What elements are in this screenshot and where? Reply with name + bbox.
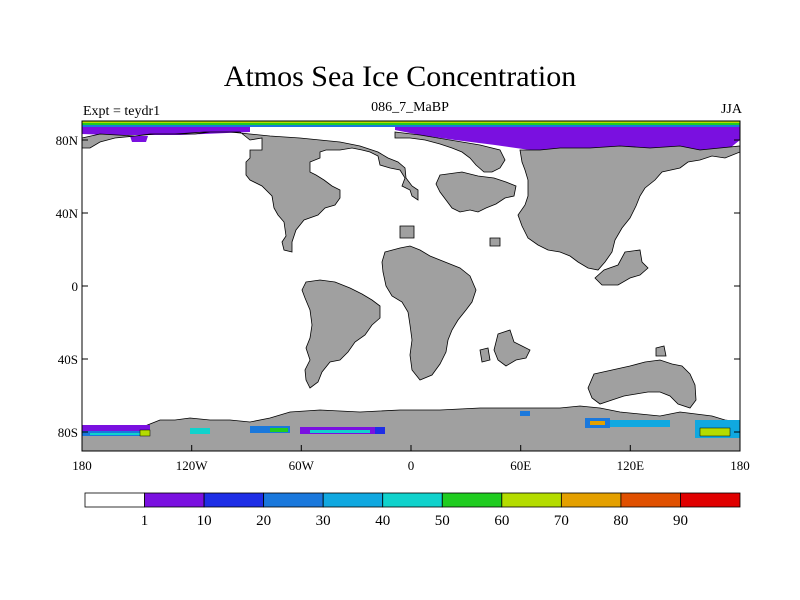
x-tick-label: 180 (730, 458, 750, 473)
colorbar-label: 50 (435, 513, 450, 529)
colorbar-swatch (620, 492, 681, 508)
europe-islands (435, 171, 517, 213)
colorbar-label: 30 (316, 513, 331, 529)
colorbar-swatch (203, 492, 265, 508)
map-panel (81, 120, 741, 452)
colorbar-swatch (84, 492, 145, 508)
antarctic-sea-ice (82, 411, 740, 438)
small-island-1 (489, 237, 501, 247)
colorbar-label: 60 (494, 513, 509, 529)
x-tick-marks (81, 445, 741, 451)
colorbar-label: 1 (141, 513, 149, 529)
map-title: Atmos Sea Ice Concentration (223, 60, 577, 93)
x-tick-label: 60W (289, 458, 315, 473)
x-tick-label: 120E (617, 458, 645, 473)
x-tick-label: 60E (510, 458, 531, 473)
colorbar-swatch (322, 492, 384, 508)
y-tick-label: 80S (58, 425, 78, 440)
north-america (81, 131, 419, 253)
colorbar: 1 10 20 30 40 50 60 70 80 90 (84, 492, 741, 529)
colorbar-swatch (263, 492, 324, 508)
eurasia (517, 145, 741, 271)
africa (381, 245, 477, 381)
y-tick-label: 80N (56, 133, 79, 148)
australia-like-landmass (587, 359, 697, 409)
small-island-3 (479, 347, 491, 363)
y-tick-label: 40N (56, 206, 79, 221)
y-tick-label: 0 (72, 279, 79, 294)
colorbar-swatch (382, 492, 443, 508)
greenland (394, 131, 506, 173)
x-tick-label: 0 (408, 458, 415, 473)
season-label: JJA (720, 102, 742, 117)
madagascar-like-island (493, 329, 531, 367)
colorbar-label: 40 (375, 513, 390, 529)
x-tick-label: 120W (176, 458, 209, 473)
south-america (301, 279, 381, 389)
small-island-4 (655, 345, 667, 357)
small-island-2 (399, 225, 415, 239)
colorbar-swatch (144, 492, 205, 508)
y-tick-label: 40S (58, 352, 78, 367)
colorbar-swatch (501, 492, 562, 508)
colorbar-label: 20 (256, 513, 271, 529)
x-tick-label: 180 (72, 458, 92, 473)
period-label: 086_7_MaBP (371, 100, 449, 115)
colorbar-swatch (680, 492, 741, 508)
land-masses (81, 131, 741, 452)
colorbar-swatch (441, 492, 503, 508)
colorbar-label: 70 (554, 513, 569, 529)
colorbar-label: 80 (613, 513, 628, 529)
experiment-label: Expt = teydr1 (83, 104, 161, 119)
colorbar-label: 90 (673, 513, 688, 529)
y-tick-marks (82, 139, 740, 433)
antarctica (81, 405, 741, 452)
colorbar-label: 10 (197, 513, 212, 529)
colorbar-swatch (560, 492, 622, 508)
asia-arc (594, 249, 649, 286)
